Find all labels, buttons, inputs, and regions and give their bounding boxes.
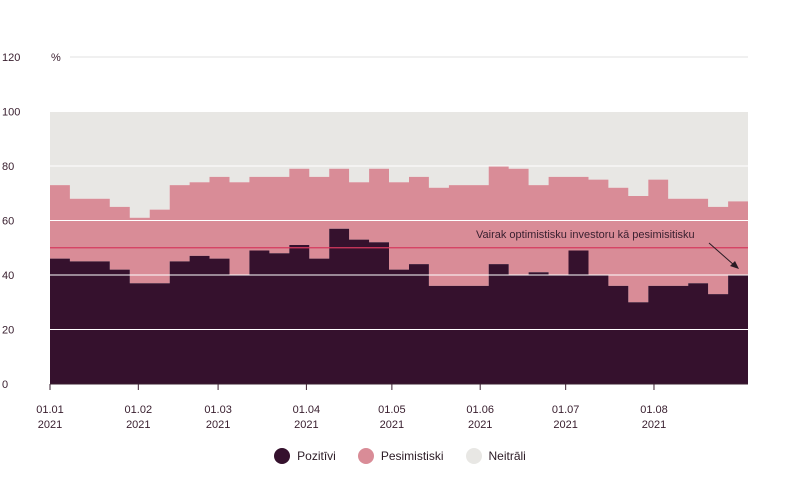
x-tick-label: 01.08 [640, 404, 668, 416]
x-tick-label: 01.03 [204, 404, 232, 416]
y-tick-label: 20 [2, 325, 14, 337]
x-tick-label: 01.06 [466, 404, 494, 416]
legend-swatch [357, 448, 374, 464]
legend-item: Pesimistiski [357, 448, 444, 464]
x-tick-year: 2021 [468, 419, 492, 431]
legend-label: Pesimistiski [380, 449, 444, 463]
y-tick-label: 0 [2, 379, 8, 391]
x-tick-year: 2021 [38, 419, 62, 431]
gridlines [50, 56, 748, 330]
legend-label: Pozitīvi [297, 449, 336, 463]
y-unit-label: % [51, 52, 61, 64]
y-tick-label: 60 [2, 216, 14, 228]
y-tick-label: 120 [2, 52, 20, 64]
y-tick-label: 100 [2, 107, 20, 119]
x-tick-year: 2021 [206, 419, 230, 431]
annotation-text: Vairak optimistisku investoru kā pesimis… [476, 229, 695, 241]
legend: Pozitīvi Pesimistiski Neitrāli [0, 448, 800, 464]
x-tick-year: 2021 [380, 419, 404, 431]
area-neutral [50, 111, 748, 218]
x-tick-year: 2021 [294, 419, 318, 431]
x-tick-year: 2021 [553, 419, 577, 431]
area-series [50, 111, 748, 384]
x-tick-label: 01.01 [36, 404, 64, 416]
x-tick-year: 2021 [126, 419, 150, 431]
annotation-arrow [708, 242, 739, 269]
y-axis-ticks: 0 20 40 60 80 100 120 [2, 52, 20, 391]
x-tick-label: 01.02 [125, 404, 153, 416]
x-tick-label: 01.04 [293, 404, 321, 416]
x-tick-label: 01.07 [552, 404, 580, 416]
x-tick-year: 2021 [642, 419, 666, 431]
legend-swatch [274, 448, 291, 464]
area-pessimistic [50, 166, 748, 303]
legend-label: Neitrāli [488, 449, 526, 463]
legend-item: Neitrāli [465, 448, 526, 464]
legend-item: Pozitīvi [274, 448, 336, 464]
x-axis-ticks: 01.01 2021 01.02 2021 01.03 2021 01.04 2021 01.0… [36, 383, 748, 431]
area-positive [50, 228, 748, 384]
x-tick-label: 01.05 [378, 404, 406, 416]
y-tick-label: 80 [2, 161, 14, 173]
legend-swatch [465, 448, 482, 464]
y-tick-label: 40 [2, 270, 14, 282]
